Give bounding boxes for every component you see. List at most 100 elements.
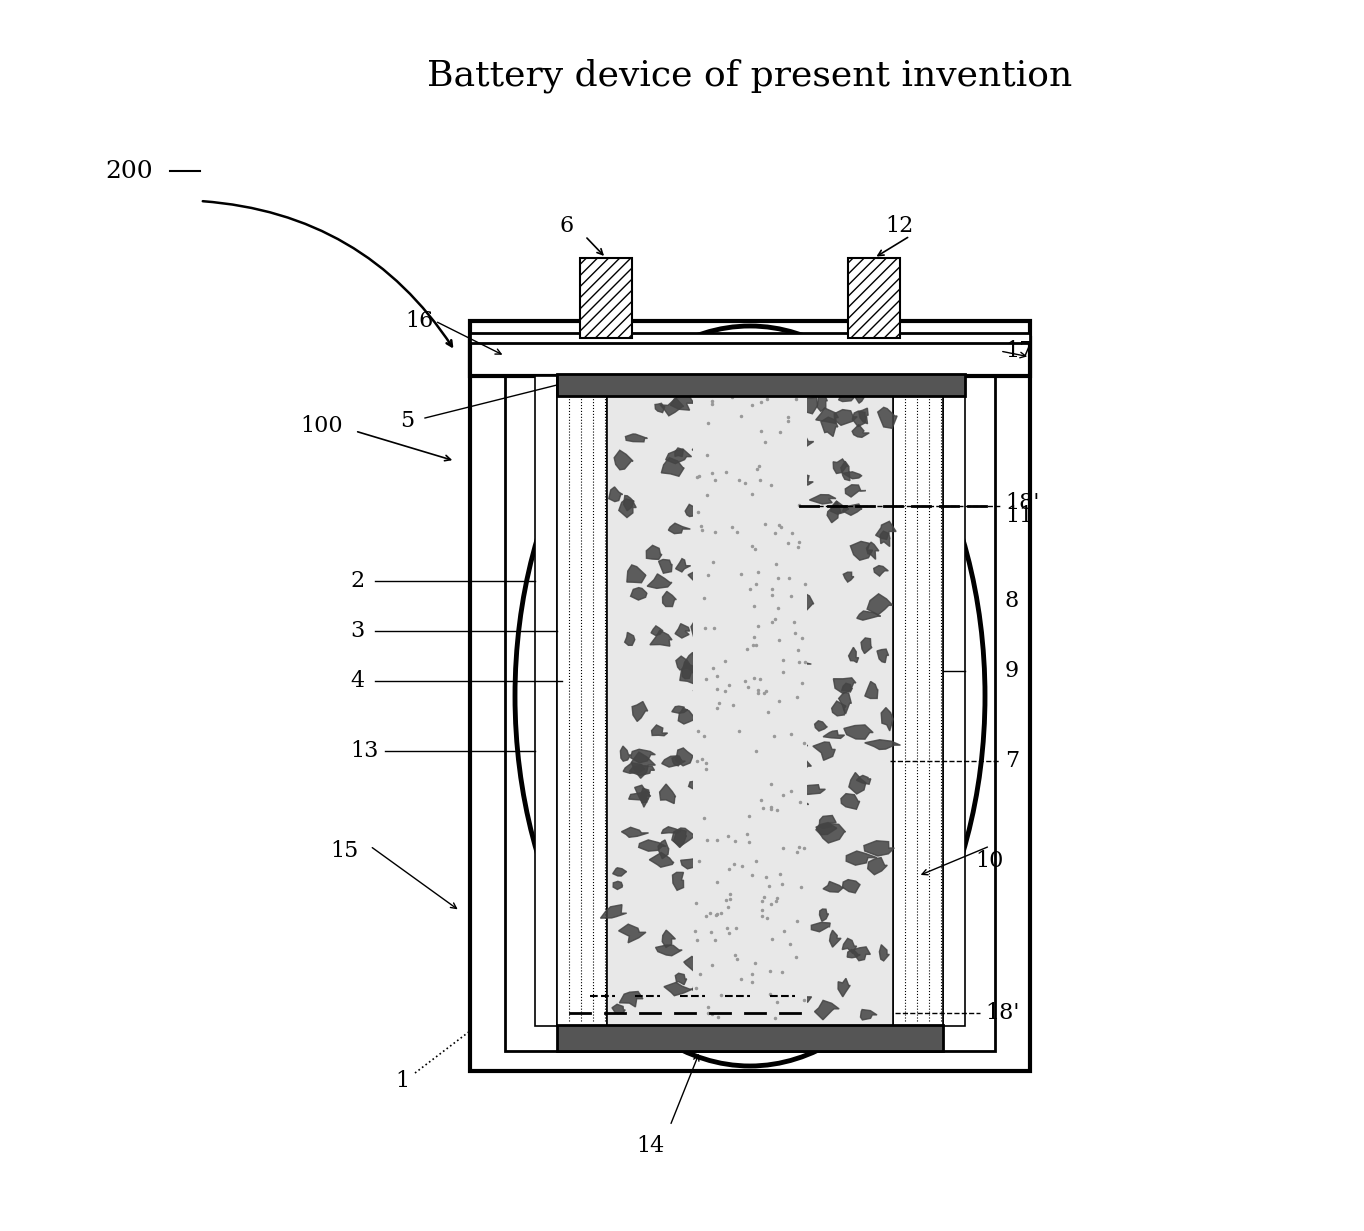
Polygon shape bbox=[833, 678, 855, 693]
Polygon shape bbox=[791, 473, 813, 486]
Polygon shape bbox=[600, 905, 626, 918]
Polygon shape bbox=[662, 827, 681, 833]
Polygon shape bbox=[647, 545, 662, 559]
Polygon shape bbox=[784, 774, 802, 787]
Polygon shape bbox=[612, 1004, 625, 1013]
Polygon shape bbox=[792, 591, 814, 611]
Polygon shape bbox=[662, 756, 685, 767]
Polygon shape bbox=[812, 922, 831, 932]
Polygon shape bbox=[660, 784, 675, 804]
Polygon shape bbox=[792, 868, 805, 886]
Polygon shape bbox=[784, 659, 812, 677]
Polygon shape bbox=[701, 660, 720, 666]
Polygon shape bbox=[839, 693, 851, 714]
Polygon shape bbox=[817, 391, 828, 411]
Polygon shape bbox=[692, 439, 717, 454]
Polygon shape bbox=[621, 746, 630, 761]
Polygon shape bbox=[675, 974, 686, 985]
Text: 17: 17 bbox=[1005, 340, 1034, 362]
Polygon shape bbox=[881, 708, 893, 731]
Polygon shape bbox=[649, 630, 672, 646]
Polygon shape bbox=[678, 708, 700, 724]
Text: 4: 4 bbox=[351, 670, 364, 692]
Polygon shape bbox=[848, 773, 866, 794]
Polygon shape bbox=[652, 725, 667, 736]
Polygon shape bbox=[859, 409, 868, 423]
Polygon shape bbox=[780, 814, 805, 825]
Polygon shape bbox=[868, 858, 888, 875]
Polygon shape bbox=[619, 499, 636, 517]
Polygon shape bbox=[776, 796, 809, 812]
Polygon shape bbox=[627, 565, 647, 582]
Polygon shape bbox=[622, 827, 648, 837]
Polygon shape bbox=[636, 383, 655, 395]
Polygon shape bbox=[662, 458, 685, 476]
Polygon shape bbox=[659, 559, 672, 574]
Polygon shape bbox=[672, 873, 683, 890]
Polygon shape bbox=[623, 763, 645, 773]
Text: 11: 11 bbox=[1005, 505, 1034, 527]
Text: 8: 8 bbox=[1005, 590, 1019, 612]
Polygon shape bbox=[874, 565, 888, 576]
Bar bbox=[580, 259, 632, 339]
Polygon shape bbox=[660, 398, 683, 416]
Bar bbox=[471, 321, 1030, 1071]
Polygon shape bbox=[833, 459, 848, 474]
Polygon shape bbox=[693, 980, 711, 996]
Polygon shape bbox=[634, 785, 649, 803]
Bar bbox=[893, 375, 943, 1025]
Polygon shape bbox=[799, 784, 825, 794]
Polygon shape bbox=[844, 725, 873, 739]
Polygon shape bbox=[619, 924, 647, 943]
Polygon shape bbox=[863, 841, 895, 856]
Polygon shape bbox=[822, 881, 843, 892]
Polygon shape bbox=[679, 664, 697, 684]
Polygon shape bbox=[655, 404, 664, 412]
Polygon shape bbox=[846, 851, 877, 865]
Bar bbox=[848, 259, 900, 339]
Polygon shape bbox=[662, 931, 675, 948]
Polygon shape bbox=[820, 908, 828, 922]
Bar bbox=[505, 341, 994, 1051]
Polygon shape bbox=[842, 794, 859, 809]
Polygon shape bbox=[625, 633, 634, 645]
Polygon shape bbox=[876, 521, 896, 539]
Text: 7: 7 bbox=[1005, 750, 1019, 772]
Bar bbox=[557, 374, 964, 396]
Polygon shape bbox=[831, 501, 848, 515]
Polygon shape bbox=[848, 648, 858, 662]
Text: Battery device of present invention: Battery device of present invention bbox=[427, 59, 1072, 94]
Polygon shape bbox=[612, 868, 626, 876]
Text: 18': 18' bbox=[985, 1002, 1019, 1024]
Polygon shape bbox=[832, 702, 846, 716]
Polygon shape bbox=[663, 591, 677, 607]
Polygon shape bbox=[790, 563, 798, 572]
Polygon shape bbox=[675, 559, 690, 572]
Polygon shape bbox=[608, 487, 622, 501]
Polygon shape bbox=[689, 780, 700, 789]
Polygon shape bbox=[847, 949, 861, 958]
Polygon shape bbox=[843, 503, 862, 516]
Polygon shape bbox=[630, 750, 655, 763]
Text: 12: 12 bbox=[885, 215, 914, 238]
Polygon shape bbox=[690, 378, 700, 391]
Polygon shape bbox=[821, 417, 837, 437]
Polygon shape bbox=[877, 407, 898, 428]
Text: 200: 200 bbox=[105, 160, 153, 182]
Text: 13: 13 bbox=[351, 740, 378, 762]
Polygon shape bbox=[682, 662, 693, 678]
Text: 9: 9 bbox=[1005, 660, 1019, 682]
Polygon shape bbox=[783, 575, 795, 590]
Polygon shape bbox=[816, 822, 837, 835]
Polygon shape bbox=[839, 391, 854, 401]
Polygon shape bbox=[672, 828, 697, 847]
Text: 15: 15 bbox=[330, 840, 359, 862]
Polygon shape bbox=[861, 638, 872, 654]
Polygon shape bbox=[816, 407, 839, 423]
Polygon shape bbox=[667, 383, 687, 396]
Text: 14: 14 bbox=[636, 1135, 664, 1157]
Polygon shape bbox=[693, 682, 704, 694]
Polygon shape bbox=[816, 824, 846, 843]
Polygon shape bbox=[866, 542, 878, 559]
Polygon shape bbox=[630, 587, 647, 599]
